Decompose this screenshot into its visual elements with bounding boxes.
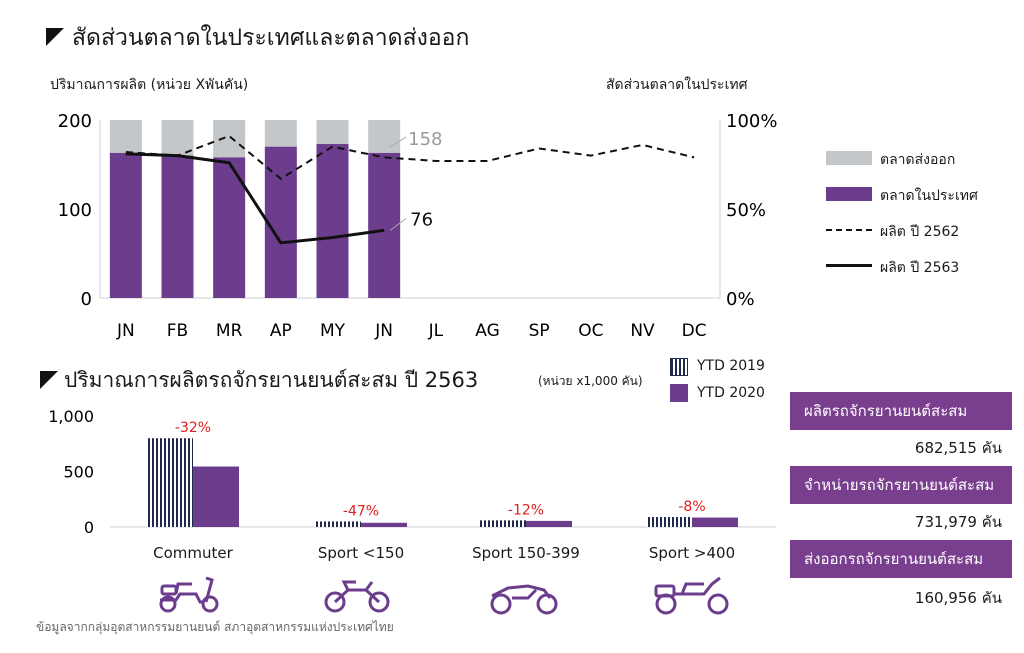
stat-box-sales: จำหน่ายรถจักรยานยนต์สะสม	[790, 466, 1012, 504]
bar-export	[213, 120, 246, 158]
stat-box-production: ผลิตรถจักรยานยนต์สะสม	[790, 392, 1012, 430]
bar-ytd2020	[526, 520, 572, 527]
legend-label-ytd2019: YTD 2019	[697, 358, 765, 374]
bar-ytd2019	[315, 521, 361, 527]
legend-label-domestic: ตลาดในประเทศ	[880, 188, 978, 204]
x-tick-label: MY	[320, 321, 346, 341]
left-axis-label: ปริมาณการผลิต (หน่วย Xพันคัน)	[50, 77, 249, 93]
touring-bike-icon	[654, 576, 729, 615]
bar-ytd2019	[646, 517, 692, 527]
change-label: -32%	[175, 420, 211, 436]
category-label-sport400: Sport >400	[648, 544, 736, 562]
y-tick-label: 200	[58, 111, 92, 132]
legend-swatch-2562	[826, 229, 872, 231]
bar-domestic	[368, 152, 401, 298]
y-tick-label-2: 500	[63, 463, 94, 482]
annotation-leader-158	[389, 136, 407, 148]
chart2-title: ปริมาณการผลิตรถจักรยานยนต์สะสม ปี 2563	[64, 368, 479, 392]
category-label-sport150: Sport <150	[317, 544, 405, 562]
annotation-158: 158	[408, 129, 442, 150]
line-2562	[125, 134, 695, 180]
legend-label-2563: ผลิต ปี 2563	[880, 260, 960, 276]
bar-export	[264, 120, 297, 147]
annotation-76: 76	[410, 209, 433, 230]
chart2-unit: (หน่วย x1,000 คัน)	[538, 374, 643, 388]
legend-swatch-domestic	[826, 187, 872, 201]
bar-ytd2020	[193, 466, 239, 527]
stat-value-sales: 731,979 คัน	[914, 513, 1002, 531]
y-tick-label: 0	[81, 289, 92, 310]
change-label: -12%	[508, 502, 544, 518]
bar-ytd2019	[147, 438, 193, 527]
annotation-leader-76	[389, 217, 407, 231]
legend-label-export: ตลาดส่งออก	[880, 152, 956, 168]
sport-bike-icon	[324, 580, 390, 613]
stat-value-export: 160,956 คัน	[914, 589, 1002, 607]
bar-export	[161, 120, 194, 156]
legend-label-ytd2020: YTD 2020	[697, 385, 765, 401]
x-tick-label: AG	[475, 321, 500, 341]
change-label: -8%	[678, 499, 705, 515]
y-tick-label: 100	[58, 200, 92, 221]
title-marker	[46, 28, 64, 46]
x-tick-label: OC	[578, 321, 603, 341]
source-note: ข้อมูลจากกลุ่มอุตสาหกรรมยานยนต์ สภาอุตสา…	[36, 620, 394, 634]
y-tick-label-2: 1,000	[48, 407, 94, 426]
legend-swatch-2563	[826, 264, 872, 267]
x-tick-label: FB	[167, 321, 188, 341]
y2-tick-label: 100%	[726, 111, 777, 132]
bar-domestic	[109, 152, 142, 298]
bar-export	[368, 120, 401, 153]
x-tick-label: DC	[682, 321, 707, 341]
chart1-title: สัดส่วนตลาดในประเทศและตลาดส่งออก	[72, 25, 470, 51]
bar-domestic	[316, 144, 349, 298]
x-tick-label: SP	[529, 321, 550, 341]
x-tick-label: MR	[216, 321, 243, 341]
x-tick-label: NV	[630, 321, 655, 341]
category-label-commuter: Commuter	[153, 544, 233, 562]
bar-ytd2019	[480, 520, 526, 527]
stat-box-export: ส่งออกรถจักรยานยนต์สะสม	[790, 540, 1012, 578]
legend-label-2562: ผลิต ปี 2562	[880, 224, 960, 240]
legend-swatch-ytd2019	[670, 358, 688, 376]
bar-domestic	[161, 155, 194, 298]
sport-bike-icon	[490, 584, 558, 615]
bar-ytd2020	[361, 522, 407, 527]
bar-export	[109, 120, 142, 153]
bar-ytd2020	[692, 517, 738, 527]
bar-export	[316, 120, 349, 145]
scooter-icon	[159, 576, 219, 613]
x-tick-label: JN	[116, 321, 135, 341]
y2-tick-label: 50%	[726, 200, 766, 221]
x-tick-label: JL	[428, 321, 444, 341]
legend-swatch-ytd2020	[670, 384, 688, 402]
y2-tick-label: 0%	[726, 289, 755, 310]
x-tick-label: JN	[374, 321, 393, 341]
legend-swatch-export	[826, 151, 872, 165]
x-tick-label: AP	[270, 321, 292, 341]
title-marker-2	[40, 371, 58, 389]
right-axis-label: สัดส่วนตลาดในประเทศ	[606, 77, 748, 93]
category-label-sport150-399: Sport 150-399	[472, 544, 580, 562]
stat-value-production: 682,515 คัน	[914, 439, 1002, 457]
line-2563	[125, 152, 385, 245]
change-label: -47%	[343, 503, 379, 519]
y-tick-label-2: 0	[84, 518, 94, 537]
